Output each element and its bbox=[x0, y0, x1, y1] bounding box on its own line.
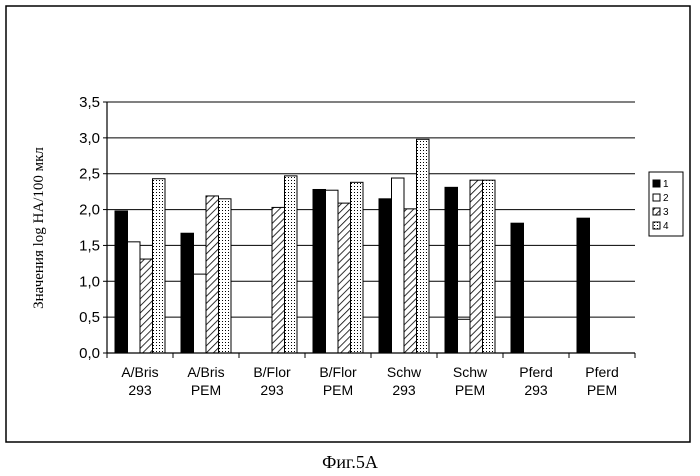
x-tick-label: PEM bbox=[191, 382, 221, 398]
bar-series-2 bbox=[392, 178, 405, 353]
bar-series-3 bbox=[404, 209, 417, 353]
figure-caption: Фиг.5А bbox=[0, 452, 700, 473]
bar-series-4 bbox=[417, 139, 430, 353]
legend-label: 1 bbox=[663, 179, 669, 190]
bar-series-4 bbox=[219, 199, 232, 353]
y-tick-label: 2,5 bbox=[79, 166, 100, 183]
bar-series-4 bbox=[153, 179, 166, 353]
bar-series-3 bbox=[470, 180, 483, 353]
x-tick-label: 293 bbox=[524, 382, 548, 398]
legend: 1 2 3 4 bbox=[649, 172, 683, 236]
x-tick-label: A/Bris bbox=[121, 364, 158, 380]
x-tick-label: B/Flor bbox=[253, 364, 291, 380]
y-tick-label: 1,5 bbox=[79, 237, 100, 254]
legend-swatch bbox=[653, 180, 660, 187]
bar-series-3 bbox=[338, 203, 351, 353]
bar-series-3 bbox=[206, 196, 219, 353]
x-tick-label: Schw bbox=[387, 364, 422, 380]
bar-series-2 bbox=[326, 190, 339, 353]
y-tick-label: 2,0 bbox=[79, 202, 100, 219]
bar-series-1 bbox=[379, 199, 392, 353]
bar-series-1 bbox=[511, 223, 524, 353]
bar-series-3 bbox=[140, 259, 153, 353]
x-tick-label: 293 bbox=[260, 382, 284, 398]
x-tick-label: A/Bris bbox=[187, 364, 224, 380]
legend-swatch bbox=[653, 208, 660, 215]
bar-series-1 bbox=[115, 211, 128, 353]
y-tick-label: 0,0 bbox=[79, 345, 100, 362]
y-tick-label: 3,0 bbox=[79, 130, 100, 147]
bar-series-1 bbox=[313, 189, 326, 353]
bar-series-1 bbox=[181, 233, 194, 353]
y-tick-label: 0,5 bbox=[79, 309, 100, 326]
legend-label: 2 bbox=[663, 193, 669, 204]
bar-series-3 bbox=[272, 207, 285, 353]
bar-series-2 bbox=[128, 242, 141, 353]
y-tick-label: 3,5 bbox=[79, 94, 100, 111]
x-tick-label: PEM bbox=[455, 382, 485, 398]
bar-series-2 bbox=[194, 274, 207, 353]
x-tick-label: Pferd bbox=[585, 364, 618, 380]
bar-series-4 bbox=[285, 176, 298, 353]
y-tick-label: 1,0 bbox=[79, 273, 100, 290]
x-tick-label: Schw bbox=[453, 364, 488, 380]
legend-label: 3 bbox=[663, 207, 669, 218]
bar-series-1 bbox=[445, 187, 458, 353]
bar-series-4 bbox=[351, 182, 364, 353]
bar-series-4 bbox=[483, 180, 496, 353]
x-tick-label: B/Flor bbox=[319, 364, 357, 380]
y-axis-label: Значения log HA/100 мкл bbox=[31, 147, 47, 309]
bar-series-2 bbox=[458, 319, 471, 353]
x-tick-label: Pferd bbox=[519, 364, 552, 380]
x-tick-label: PEM bbox=[587, 382, 617, 398]
legend-swatch bbox=[653, 222, 660, 229]
x-tick-label: PEM bbox=[323, 382, 353, 398]
bar-series-1 bbox=[577, 218, 590, 353]
legend-swatch bbox=[653, 194, 660, 201]
x-tick-label: 293 bbox=[392, 382, 416, 398]
legend-label: 4 bbox=[663, 221, 669, 232]
x-tick-label: 293 bbox=[128, 382, 152, 398]
